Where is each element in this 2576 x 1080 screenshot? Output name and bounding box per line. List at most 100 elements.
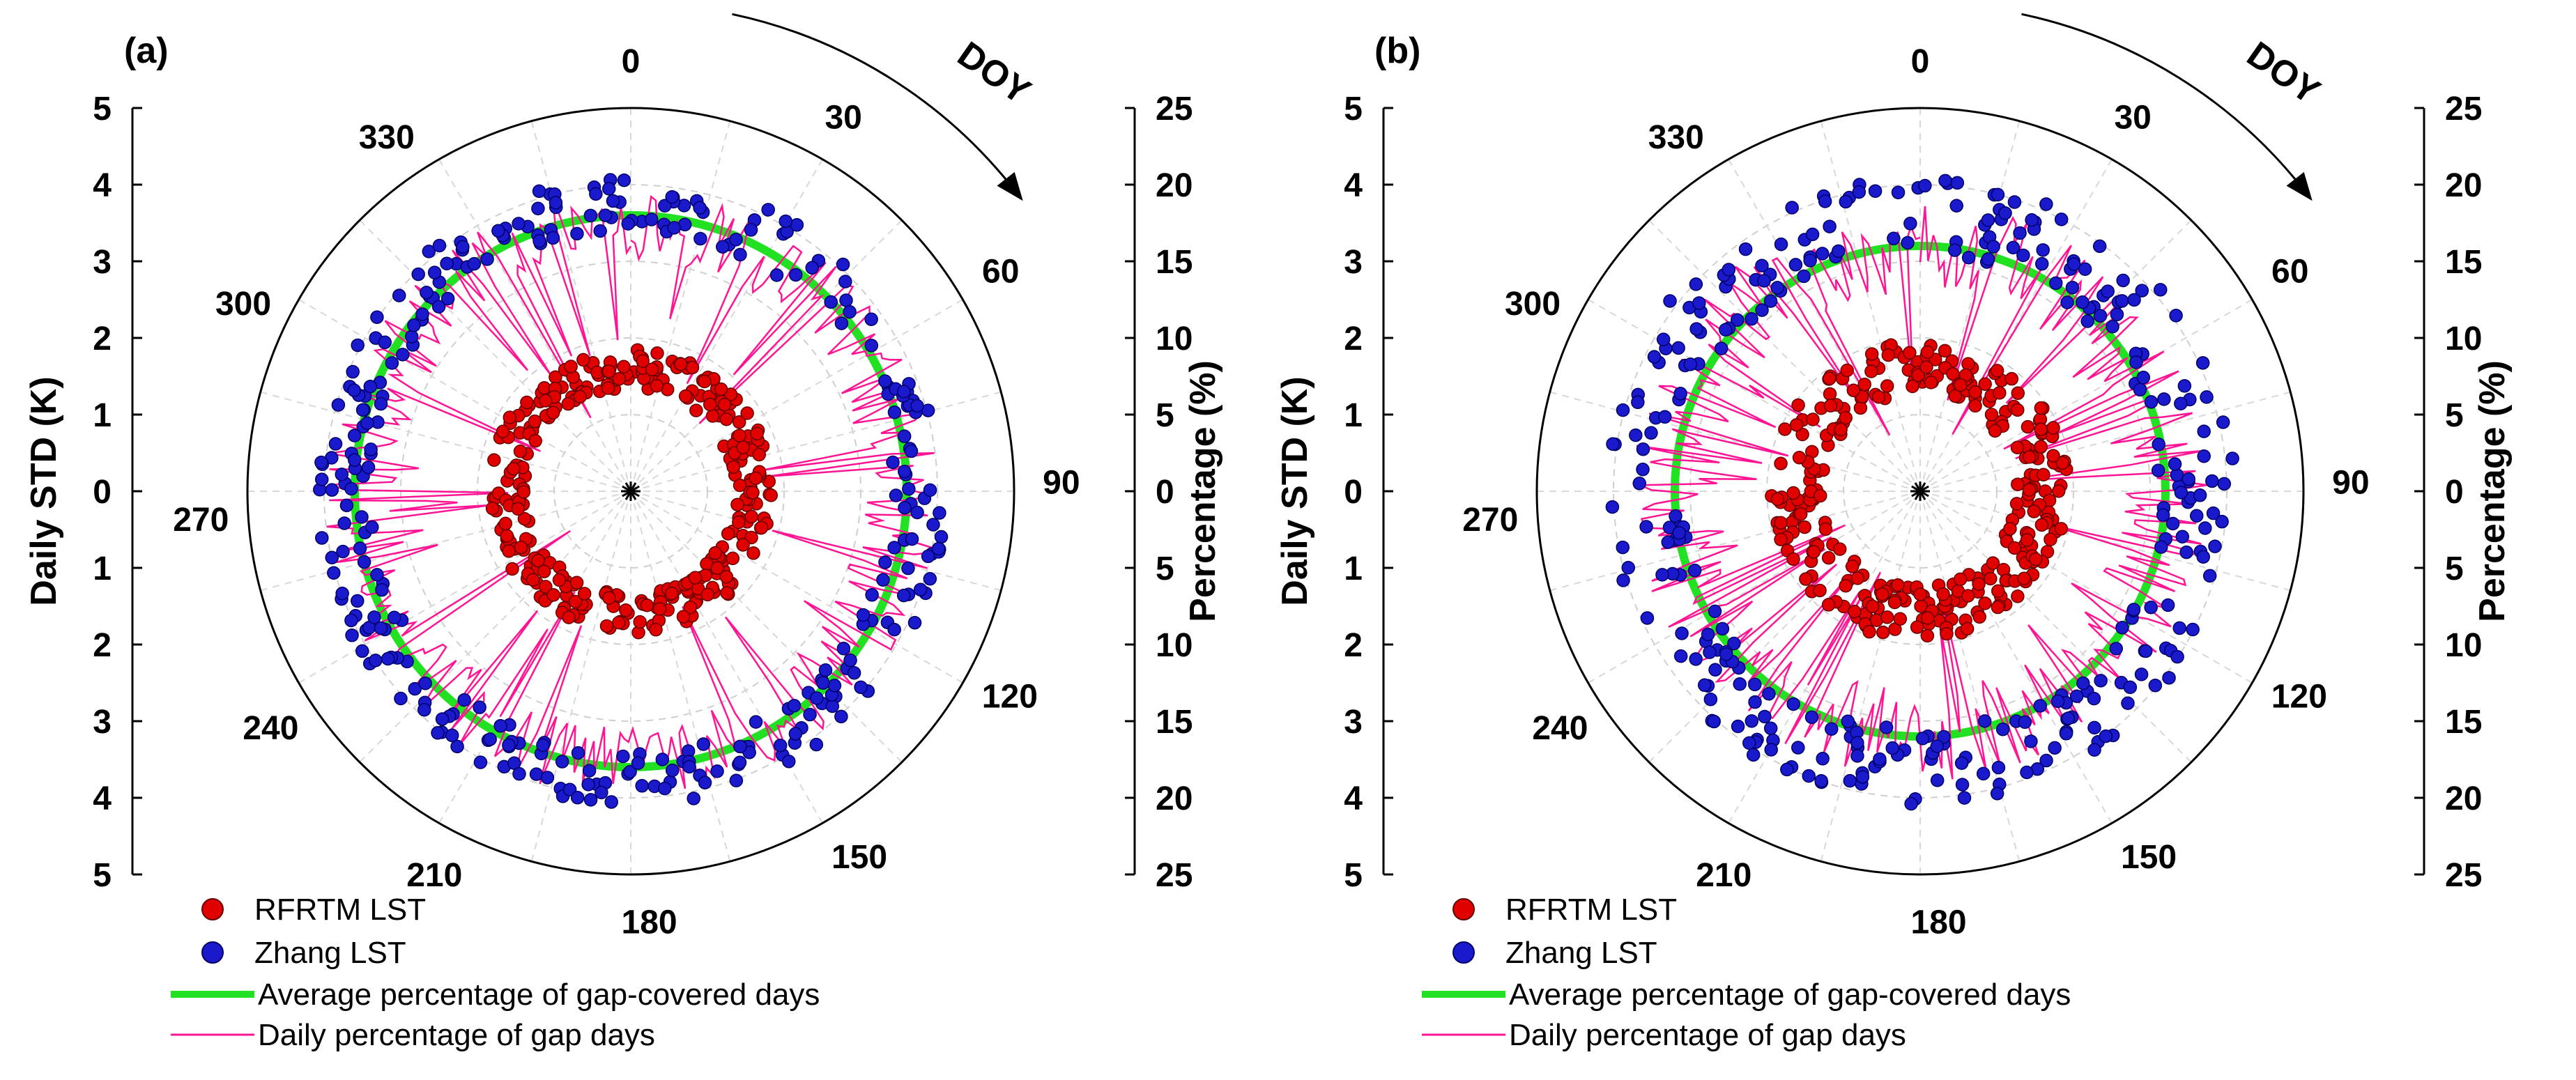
zhang-point xyxy=(1918,178,1932,193)
zhang-point xyxy=(595,785,608,800)
rfrtm-point xyxy=(1834,422,1848,437)
rfrtm-point xyxy=(507,462,521,476)
zhang-point xyxy=(887,405,902,419)
rfrtm-point xyxy=(1791,398,1805,412)
zhang-point xyxy=(1763,721,1778,735)
zhang-point xyxy=(1656,332,1671,346)
zhang-point xyxy=(2225,452,2239,465)
rfrtm-point xyxy=(1990,364,2004,378)
zhang-point xyxy=(2134,668,2149,681)
zhang-point xyxy=(665,763,680,778)
rfrtm-point xyxy=(1850,571,1865,585)
zhang-point xyxy=(1879,720,1894,734)
rfrtm-point xyxy=(487,453,501,467)
left-axis-tick-label: 0 xyxy=(93,474,112,511)
zhang-point xyxy=(803,707,817,722)
right-axis-tick-label: 25 xyxy=(1156,91,1193,128)
legend-label-rfrtm: RFRTM LST xyxy=(1505,893,1677,927)
doy-arrowhead xyxy=(997,171,1023,201)
grid-spoke xyxy=(1549,491,1921,592)
zhang-point xyxy=(467,256,482,271)
zhang-point xyxy=(2169,309,2183,323)
zhang-point xyxy=(1758,709,1772,724)
zhang-point xyxy=(733,755,747,770)
rfrtm-point xyxy=(513,444,528,458)
zhang-point xyxy=(432,238,447,253)
left-axis-tick-label: 5 xyxy=(93,857,112,894)
rfrtm-point xyxy=(1845,560,1860,573)
zhang-point xyxy=(2121,696,2135,710)
angle-tick-label: 330 xyxy=(359,119,415,156)
left-axis-title: Daily STD (K) xyxy=(24,376,64,605)
right-axis: 25 20 15 10 5 0 5 10 15 20 25 xyxy=(2414,91,2482,894)
rfrtm-point xyxy=(562,610,576,624)
zhang-point xyxy=(2094,674,2108,688)
zhang-point xyxy=(810,691,824,705)
left-axis-tick-label: 0 xyxy=(1344,474,1363,511)
zhang-point xyxy=(931,541,946,556)
rfrtm-point xyxy=(1880,379,1894,393)
zhang-point xyxy=(2165,516,2180,531)
left-axis-tick-label: 1 xyxy=(1344,550,1363,587)
zhang-point xyxy=(314,455,328,470)
zhang-point xyxy=(327,566,341,580)
zhang-point xyxy=(2039,753,2053,768)
zhang-point xyxy=(335,587,349,601)
grid-spoke xyxy=(630,121,731,492)
zhang-point xyxy=(445,728,459,743)
zhang-point xyxy=(1673,387,1687,401)
zhang-point xyxy=(2078,262,2092,276)
zhang-point xyxy=(531,201,545,215)
right-axis-tick-label: 5 xyxy=(1156,397,1174,434)
zhang-point xyxy=(394,691,408,706)
zhang-point xyxy=(604,795,618,809)
grid-spoke xyxy=(1728,159,1921,492)
zhang-point xyxy=(913,583,928,596)
zhang-point xyxy=(834,316,849,330)
daily-gap-line xyxy=(326,194,935,789)
zhang-point xyxy=(876,573,890,587)
rfrtm-point xyxy=(573,389,588,404)
zhang-point xyxy=(2174,396,2188,410)
rfrtm-point xyxy=(2046,421,2060,435)
zhang-point xyxy=(1891,185,1906,199)
zhang-point xyxy=(2076,676,2090,691)
grid-spoke xyxy=(1919,299,2253,492)
rfrtm-point xyxy=(552,573,567,587)
rfrtm-point xyxy=(1961,357,1975,371)
angular-tick-labels: 0 30 60 90 120 150 180 210 240 270 300 330 xyxy=(173,43,1080,941)
zhang-point xyxy=(2061,711,2076,725)
zhang-point xyxy=(2177,379,2192,393)
zhang-point xyxy=(1748,695,1762,709)
zhang-point xyxy=(698,776,712,789)
zhang-point xyxy=(1957,791,1972,805)
zhang-point xyxy=(2172,621,2186,635)
angle-tick-label: 0 xyxy=(622,43,641,80)
rfrtm-point xyxy=(710,561,724,575)
rfrtm-point xyxy=(2011,589,2025,603)
zhang-point xyxy=(2093,309,2108,323)
left-axis-title: Daily STD (K) xyxy=(1275,376,1315,605)
rfrtm-point xyxy=(531,553,545,568)
zhang-point xyxy=(1733,677,1747,691)
rfrtm-point xyxy=(2028,552,2043,566)
zhang-point xyxy=(887,622,901,637)
rfrtm-point xyxy=(720,586,734,600)
left-axis-tick-label: 2 xyxy=(1344,627,1363,664)
zhang-point xyxy=(411,267,425,281)
grid-spoke xyxy=(1648,219,1921,492)
zhang-point xyxy=(1990,787,2004,801)
grid-spoke xyxy=(1648,491,1921,763)
zhang-point xyxy=(502,738,516,753)
data-marks xyxy=(313,173,949,809)
left-axis-tick-label: 4 xyxy=(93,167,112,204)
zhang-point xyxy=(1738,242,1753,256)
zhang-point xyxy=(2109,642,2123,656)
zhang-point xyxy=(2154,283,2168,297)
zhang-point xyxy=(1719,647,1733,661)
zhang-point xyxy=(1762,687,1776,701)
rfrtm-point xyxy=(1991,584,2005,599)
rfrtm-point xyxy=(726,551,740,566)
legend-label-zhang: Zhang LST xyxy=(254,936,406,970)
rfrtm-point xyxy=(633,615,647,629)
